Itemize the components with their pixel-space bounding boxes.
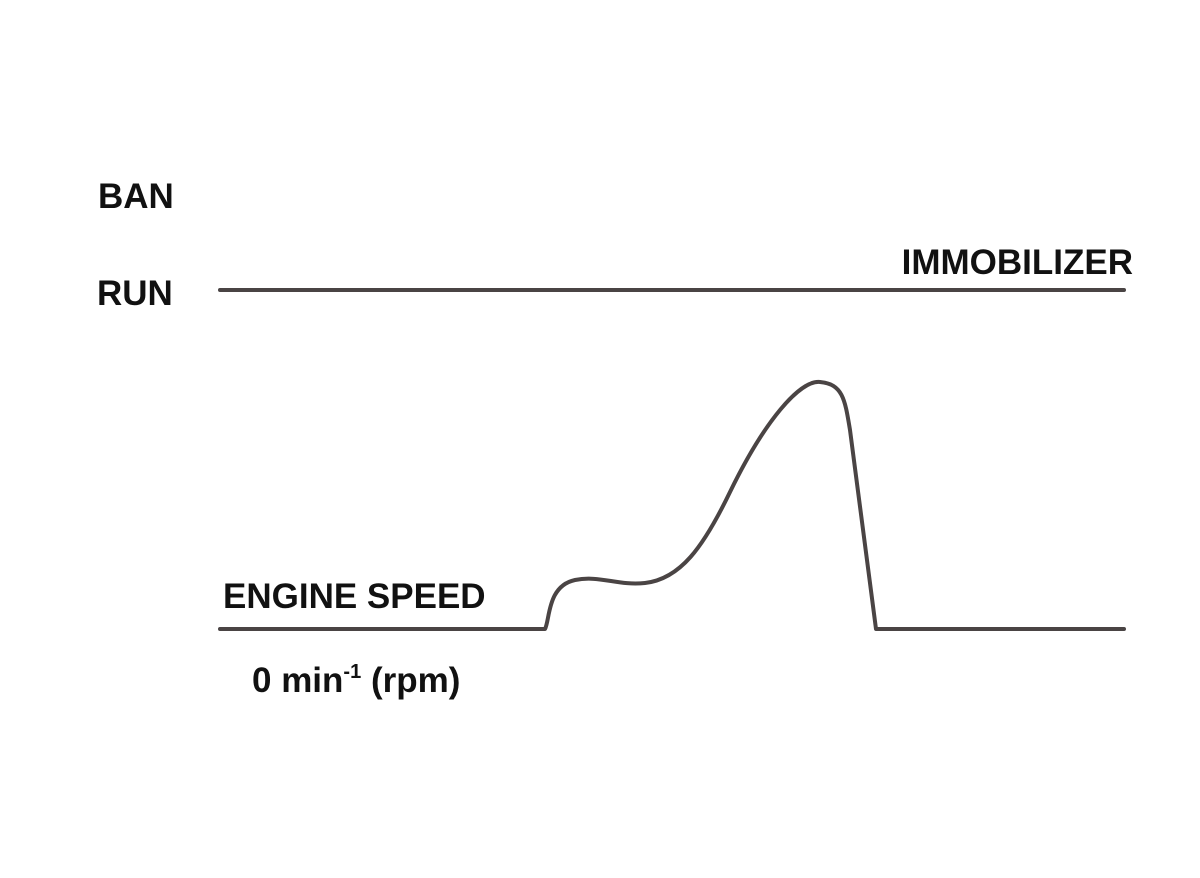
immobilizer-label: IMMOBILIZER — [902, 243, 1133, 282]
ban-label: BAN — [98, 177, 174, 216]
zero-speed-text: 0 min — [252, 661, 343, 700]
engine-speed-signal — [218, 379, 1126, 631]
zero-speed-unit: (rpm) — [361, 661, 460, 700]
run-label: RUN — [97, 274, 173, 313]
zero-speed-label: 0 min-1 (rpm) — [252, 661, 460, 700]
zero-speed-superscript: -1 — [343, 661, 361, 683]
engine-speed-label: ENGINE SPEED — [223, 577, 486, 616]
